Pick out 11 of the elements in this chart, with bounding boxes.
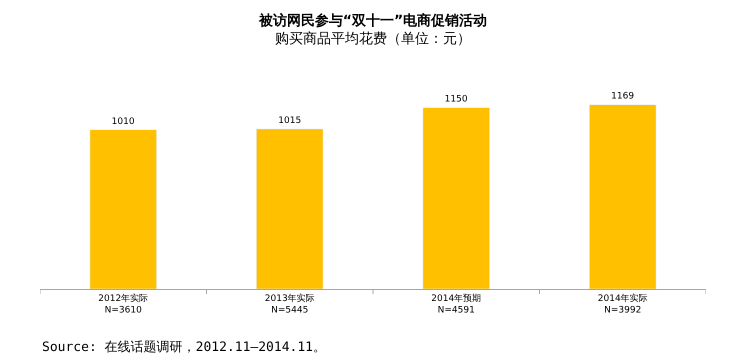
- data-label: 1010: [112, 116, 135, 127]
- data-label: 1015: [278, 116, 302, 126]
- chart-subtitle: 购买商品平均花费（单位：元）: [275, 31, 471, 48]
- data-label: 1150: [444, 94, 468, 105]
- x-tick-label: 2012年实际 N=3610: [98, 292, 148, 316]
- x-tick-label: 2014年预期 N=4591: [431, 292, 482, 316]
- x-tick-label: 2013年实际 N=5445: [264, 292, 315, 316]
- source-note: Source: 在线话题调研，2012.11—2014.11。: [42, 340, 326, 355]
- chart-title: 被访网民参与“双十一”电商促销活动: [258, 12, 488, 29]
- data-label: 1169: [611, 92, 634, 102]
- x-tick-label: 2014年实际 N=3992: [598, 292, 648, 316]
